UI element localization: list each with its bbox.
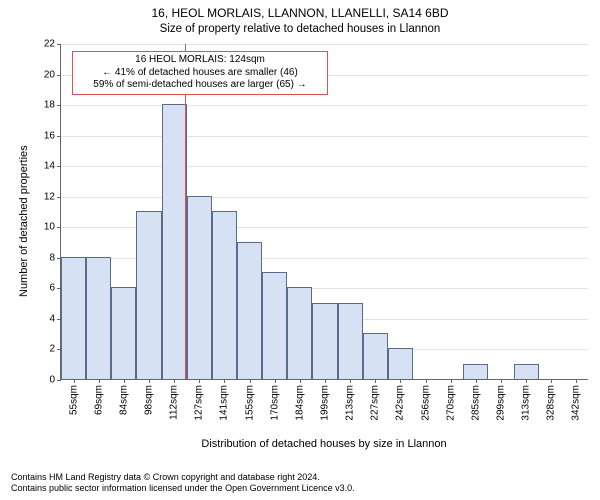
chart-figure: { "title": "16, HEOL MORLAIS, LLANNON, L… [0, 0, 600, 500]
x-tick [400, 379, 401, 383]
histogram-bar [212, 211, 237, 379]
chart-title: 16, HEOL MORLAIS, LLANNON, LLANELLI, SA1… [0, 6, 600, 20]
x-tick [224, 379, 225, 383]
y-tick-label: 4 [49, 313, 55, 324]
histogram-bar [237, 242, 262, 379]
x-tick [124, 379, 125, 383]
x-tick [426, 379, 427, 383]
y-tick [57, 197, 61, 198]
annotation-line: 16 HEOL MORLAIS: 124sqm [77, 54, 323, 67]
x-tick-label: 98sqm [144, 385, 155, 415]
x-tick [526, 379, 527, 383]
y-tick-label: 18 [44, 100, 55, 111]
histogram-bar [514, 364, 539, 379]
histogram-bar [262, 272, 287, 379]
x-tick-label: 213sqm [345, 385, 356, 421]
y-tick-label: 0 [49, 375, 55, 386]
x-tick [375, 379, 376, 383]
x-tick-label: 285sqm [470, 385, 481, 421]
x-tick [149, 379, 150, 383]
y-tick [57, 136, 61, 137]
histogram-bar [388, 348, 413, 379]
y-tick [57, 380, 61, 381]
y-tick-label: 12 [44, 191, 55, 202]
y-tick-label: 10 [44, 222, 55, 233]
x-tick [501, 379, 502, 383]
y-tick-label: 14 [44, 161, 55, 172]
x-tick-label: 256sqm [420, 385, 431, 421]
annotation-box: 16 HEOL MORLAIS: 124sqm← 41% of detached… [72, 51, 328, 95]
x-tick [174, 379, 175, 383]
histogram-bar [187, 196, 212, 379]
footer-line: Contains HM Land Registry data © Crown c… [11, 472, 355, 483]
x-tick-label: 342sqm [571, 385, 582, 421]
x-tick [300, 379, 301, 383]
histogram-bar [287, 287, 312, 379]
y-tick-label: 16 [44, 130, 55, 141]
x-tick-label: 141sqm [219, 385, 230, 421]
x-tick [250, 379, 251, 383]
histogram-bar [111, 287, 136, 379]
y-tick [57, 227, 61, 228]
y-tick-label: 8 [49, 252, 55, 263]
x-tick-label: 127sqm [194, 385, 205, 421]
footer-attribution: Contains HM Land Registry data © Crown c… [11, 472, 355, 495]
histogram-bar [363, 333, 388, 379]
x-tick-label: 242sqm [395, 385, 406, 421]
y-axis-label: Number of detached properties [18, 145, 30, 297]
histogram-bar [463, 364, 488, 379]
histogram-bar [61, 257, 86, 379]
x-tick [350, 379, 351, 383]
x-tick-label: 155sqm [244, 385, 255, 421]
y-tick [57, 44, 61, 45]
x-tick [275, 379, 276, 383]
x-tick [576, 379, 577, 383]
x-tick-label: 170sqm [269, 385, 280, 421]
y-gridline [61, 105, 588, 106]
y-tick-label: 20 [44, 69, 55, 80]
y-tick-label: 6 [49, 283, 55, 294]
chart-subtitle: Size of property relative to detached ho… [0, 23, 600, 35]
histogram-bar [136, 211, 161, 379]
x-tick [99, 379, 100, 383]
histogram-bar [86, 257, 111, 379]
x-tick [74, 379, 75, 383]
y-gridline [61, 166, 588, 167]
y-gridline [61, 44, 588, 45]
x-tick [451, 379, 452, 383]
x-tick-label: 112sqm [169, 385, 180, 420]
x-tick-label: 55sqm [68, 385, 79, 415]
y-gridline [61, 197, 588, 198]
x-tick [199, 379, 200, 383]
x-tick-label: 270sqm [445, 385, 456, 421]
y-tick [57, 105, 61, 106]
x-tick-label: 184sqm [294, 385, 305, 421]
y-tick [57, 166, 61, 167]
x-tick [325, 379, 326, 383]
x-tick [476, 379, 477, 383]
x-tick-label: 199sqm [320, 385, 331, 421]
annotation-line: 59% of semi-detached houses are larger (… [77, 79, 323, 92]
x-axis-label: Distribution of detached houses by size … [60, 438, 588, 450]
x-tick-label: 84sqm [118, 385, 129, 415]
x-tick-label: 328sqm [546, 385, 557, 421]
y-gridline [61, 136, 588, 137]
x-tick-label: 69sqm [93, 385, 104, 415]
histogram-bar [312, 303, 337, 379]
y-tick-label: 22 [44, 39, 55, 50]
x-tick [551, 379, 552, 383]
x-tick-label: 313sqm [521, 385, 532, 421]
footer-line: Contains public sector information licen… [11, 483, 355, 494]
x-tick-label: 227sqm [370, 385, 381, 421]
x-tick-label: 299sqm [496, 385, 507, 421]
histogram-bar [162, 104, 187, 379]
histogram-bar [338, 303, 363, 379]
annotation-line: ← 41% of detached houses are smaller (46… [77, 67, 323, 80]
y-tick-label: 2 [49, 344, 55, 355]
y-tick [57, 75, 61, 76]
